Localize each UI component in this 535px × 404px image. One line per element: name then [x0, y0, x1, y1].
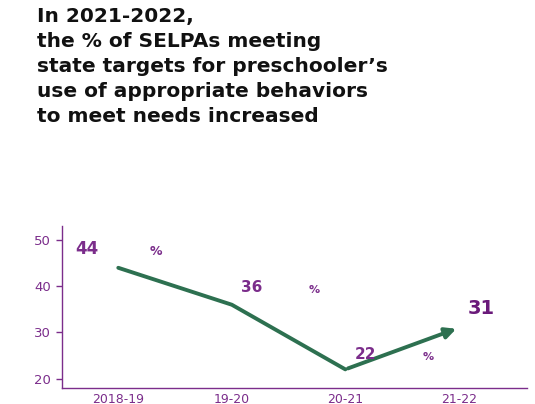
Text: In 2021-2022,
the % of SELPAs meeting
state targets for preschooler’s
use of app: In 2021-2022, the % of SELPAs meeting st…: [37, 7, 388, 126]
Text: 22%: 22%: [354, 347, 391, 362]
Text: 31%: 31%: [468, 299, 515, 318]
Text: 22: 22: [354, 347, 376, 362]
Text: %: %: [309, 286, 320, 295]
Text: %: %: [149, 245, 162, 258]
Text: 44%: 44%: [75, 240, 115, 258]
Text: 31: 31: [468, 299, 495, 318]
Text: 36%: 36%: [241, 280, 278, 295]
Text: %: %: [423, 352, 434, 362]
Text: 36: 36: [241, 280, 262, 295]
Text: 44: 44: [75, 240, 98, 258]
